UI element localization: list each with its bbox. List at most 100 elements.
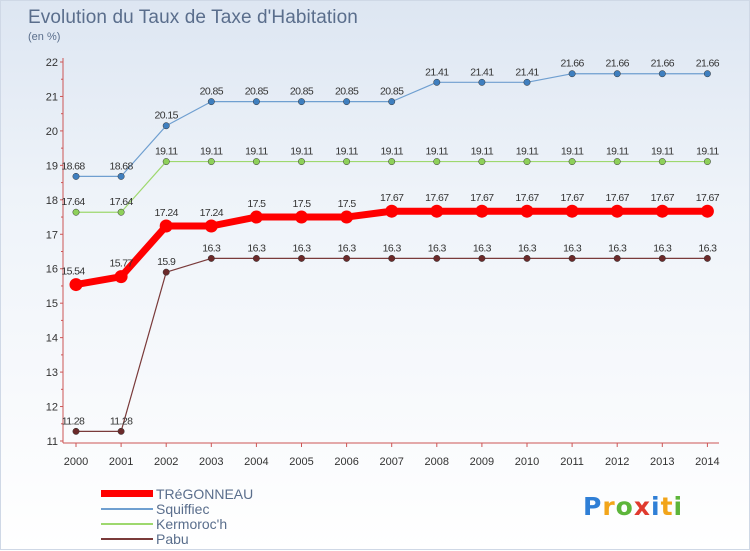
series-line-pabu <box>76 257 708 432</box>
point-tr-gonneau <box>69 278 83 292</box>
data-label-pabu: 16.3 <box>247 242 266 254</box>
data-label-pabu: 16.3 <box>428 242 447 254</box>
point-squiffiec <box>72 172 80 180</box>
point-squiffiec <box>433 78 441 86</box>
logo-letter: i <box>651 492 661 521</box>
x-tick-label: 2013 <box>650 456 674 468</box>
point-tr-gonneau <box>430 204 444 218</box>
logo-letter: o <box>615 492 634 521</box>
logo-letter: r <box>602 492 616 521</box>
data-label-squiffiec: 20.85 <box>335 86 359 98</box>
y-tick-label: 21 <box>46 91 58 103</box>
point-tr-gonneau <box>610 204 624 218</box>
x-tick-label: 2007 <box>379 456 403 468</box>
data-label-squiffiec: 20.85 <box>245 86 269 98</box>
data-label-pabu: 16.3 <box>202 242 221 254</box>
point-pabu <box>433 254 441 262</box>
legend-swatch-tregonneau <box>101 490 153 497</box>
data-label-tr-gonneau: 17.67 <box>470 192 494 204</box>
point-squiffiec <box>658 70 666 78</box>
data-label-tr-gonneau: 17.67 <box>696 192 720 204</box>
data-label-pabu: 16.3 <box>292 242 311 254</box>
point-tr-gonneau <box>204 219 218 233</box>
point-tr-gonneau <box>249 210 263 224</box>
point-tr-gonneau <box>295 210 308 224</box>
data-label-kermoroc-h: 19.11 <box>561 146 584 158</box>
data-label-squiffiec: 20.85 <box>380 86 404 98</box>
point-kermoroc-h <box>658 158 666 166</box>
legend-item-pabu: Pabu <box>101 531 321 547</box>
point-squiffiec <box>162 122 170 130</box>
point-pabu <box>613 254 621 262</box>
point-tr-gonneau <box>700 204 714 218</box>
point-pabu <box>162 268 170 276</box>
data-label-pabu: 15.9 <box>157 256 176 268</box>
point-kermoroc-h <box>343 158 351 166</box>
data-label-pabu: 16.3 <box>473 242 492 254</box>
data-label-squiffiec: 21.41 <box>470 66 494 78</box>
x-tick-label: 2014 <box>695 456 719 468</box>
y-tick-label: 18 <box>46 195 58 207</box>
data-label-squiffiec: 21.41 <box>515 66 539 78</box>
logo-letter: P <box>583 492 603 521</box>
point-squiffiec <box>388 98 396 106</box>
point-kermoroc-h <box>117 208 125 216</box>
data-label-kermoroc-h: 19.11 <box>200 146 223 158</box>
data-label-squiffiec: 20.85 <box>200 86 224 98</box>
legend-label-pabu: Pabu <box>156 531 189 547</box>
logo-letter: t <box>660 492 674 521</box>
data-label-kermoroc-h: 19.11 <box>606 146 629 158</box>
point-squiffiec <box>207 98 215 106</box>
legend-item-kermoroch: Kermoroc'h <box>101 516 321 532</box>
point-squiffiec <box>523 78 531 86</box>
data-label-pabu: 16.3 <box>653 242 672 254</box>
x-tick-label: 2006 <box>334 456 358 468</box>
y-tick-label: 12 <box>46 402 58 414</box>
point-pabu <box>388 254 396 262</box>
data-label-squiffiec: 21.66 <box>651 58 675 70</box>
data-label-squiffiec: 18.68 <box>61 160 85 172</box>
y-tick-label: 13 <box>46 367 58 379</box>
data-label-tr-gonneau: 17.67 <box>380 192 404 204</box>
data-label-pabu: 16.3 <box>518 242 537 254</box>
data-label-kermoroc-h: 19.11 <box>245 146 268 158</box>
point-kermoroc-h <box>613 158 621 166</box>
data-label-squiffiec: 21.66 <box>606 58 630 70</box>
point-squiffiec <box>117 172 125 180</box>
x-tick-label: 2003 <box>199 456 223 468</box>
point-pabu <box>658 254 666 262</box>
legend-label-tregonneau: TRéGONNEAU <box>156 486 254 502</box>
x-tick-label: 2001 <box>109 456 133 468</box>
point-kermoroc-h <box>478 158 486 166</box>
data-label-kermoroc-h: 19.11 <box>516 146 539 158</box>
point-kermoroc-h <box>298 158 305 166</box>
legend-label-squiffiec: Squiffiec <box>156 501 210 517</box>
data-label-kermoroc-h: 19.11 <box>290 146 313 158</box>
x-tick-label: 2005 <box>289 456 313 468</box>
data-label-kermoroc-h: 17.64 <box>61 196 85 208</box>
data-label-kermoroc-h: 19.11 <box>426 146 449 158</box>
logo-letter: x <box>633 492 651 521</box>
data-label-kermoroc-h: 19.11 <box>155 146 178 158</box>
point-kermoroc-h <box>523 158 531 166</box>
legend-swatch-kermoroch <box>101 523 153 525</box>
x-tick-label: 2011 <box>560 456 584 468</box>
data-label-kermoroc-h: 19.11 <box>696 146 719 158</box>
data-label-tr-gonneau: 15.54 <box>61 266 85 278</box>
point-tr-gonneau <box>340 210 354 224</box>
point-squiffiec <box>568 70 576 78</box>
data-label-squiffiec: 21.66 <box>696 58 720 70</box>
data-label-pabu: 11.28 <box>110 415 133 427</box>
data-label-pabu: 16.3 <box>608 242 627 254</box>
chart-legend: TRéGONNEAU Squiffiec Kermoroc'h Pabu <box>101 486 321 547</box>
data-label-squiffiec: 21.41 <box>425 66 449 78</box>
point-squiffiec <box>343 98 351 106</box>
x-tick-label: 2010 <box>515 456 539 468</box>
data-label-kermoroc-h: 19.11 <box>471 146 494 158</box>
x-tick-label: 2000 <box>64 456 88 468</box>
logo-letter: i <box>673 492 684 521</box>
point-tr-gonneau <box>520 204 534 218</box>
x-tick-label: 2004 <box>244 456 268 468</box>
data-label-tr-gonneau: 17.24 <box>155 207 179 219</box>
